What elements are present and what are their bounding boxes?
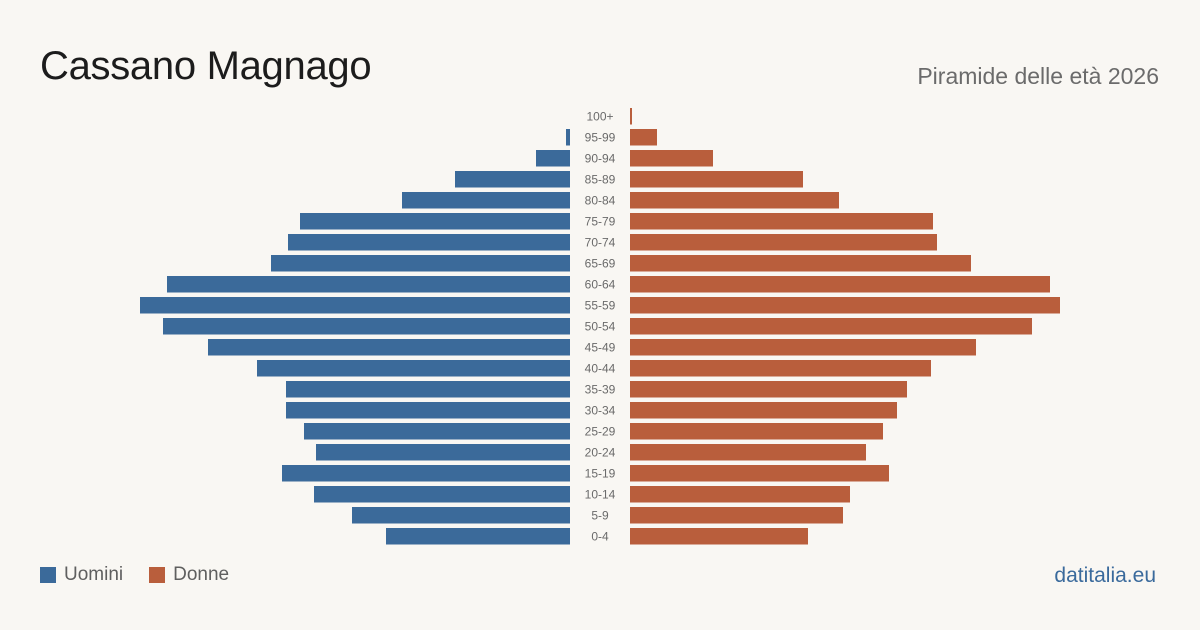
age-group-label: 100+ bbox=[586, 109, 613, 123]
women-bar bbox=[630, 213, 933, 230]
chart-subtitle: Piramide delle età 2026 bbox=[917, 63, 1159, 89]
women-bar bbox=[630, 381, 907, 398]
women-bar bbox=[630, 192, 839, 209]
men-bar bbox=[208, 339, 570, 356]
age-group-label: 80-84 bbox=[585, 193, 616, 207]
women-bar bbox=[630, 423, 883, 440]
age-group-label: 25-29 bbox=[585, 424, 616, 438]
men-bar bbox=[536, 150, 570, 167]
men-bar bbox=[271, 255, 570, 272]
women-bar bbox=[630, 528, 808, 545]
men-bar bbox=[282, 465, 570, 482]
age-group-label: 40-44 bbox=[585, 361, 616, 375]
men-swatch bbox=[40, 567, 56, 583]
age-group-label: 70-74 bbox=[585, 235, 616, 249]
women-bar bbox=[630, 507, 843, 524]
age-group-label: 30-34 bbox=[585, 403, 616, 417]
women-swatch bbox=[149, 567, 166, 583]
legend-item-women: Donne bbox=[149, 564, 229, 586]
men-bar bbox=[304, 423, 570, 440]
women-bar bbox=[630, 108, 632, 125]
women-bar bbox=[630, 486, 850, 503]
men-bar bbox=[286, 402, 570, 419]
age-group-label: 45-49 bbox=[585, 340, 616, 354]
legend-item-men: Uomini bbox=[40, 564, 123, 586]
men-bar bbox=[140, 297, 570, 314]
legend-women-label: Donne bbox=[173, 564, 230, 585]
age-group-label: 15-19 bbox=[585, 466, 616, 480]
age-group-label: 55-59 bbox=[585, 298, 616, 312]
brand-link[interactable]: datitalia.eu bbox=[1054, 564, 1156, 587]
men-bar bbox=[352, 507, 570, 524]
men-bar bbox=[316, 444, 570, 461]
age-group-label: 35-39 bbox=[585, 382, 616, 396]
age-group-label: 95-99 bbox=[585, 130, 616, 144]
women-bar bbox=[630, 444, 866, 461]
men-bar bbox=[167, 276, 570, 293]
women-bar bbox=[630, 171, 803, 188]
age-group-label: 0-4 bbox=[591, 529, 609, 543]
legend: Uomini Donne bbox=[40, 564, 255, 586]
women-bar bbox=[630, 465, 889, 482]
age-group-label: 65-69 bbox=[585, 256, 616, 270]
age-group-label: 20-24 bbox=[585, 445, 616, 459]
men-bar bbox=[386, 528, 570, 545]
women-bar bbox=[630, 234, 937, 251]
men-bar bbox=[286, 381, 570, 398]
men-bar bbox=[455, 171, 570, 188]
age-group-label: 10-14 bbox=[585, 487, 616, 501]
women-bar bbox=[630, 150, 713, 167]
women-bar bbox=[630, 276, 1050, 293]
men-bar bbox=[257, 360, 570, 377]
women-bar bbox=[630, 129, 657, 146]
men-bar bbox=[566, 129, 570, 146]
legend-men-label: Uomini bbox=[64, 564, 124, 585]
men-bar bbox=[300, 213, 570, 230]
women-bar bbox=[630, 318, 1032, 335]
women-bar bbox=[630, 339, 976, 356]
women-bar bbox=[630, 255, 971, 272]
age-group-label: 90-94 bbox=[585, 151, 616, 165]
age-group-label: 85-89 bbox=[585, 172, 616, 186]
women-bar bbox=[630, 402, 897, 419]
men-bar bbox=[314, 486, 570, 503]
age-group-label: 75-79 bbox=[585, 214, 616, 228]
men-bar bbox=[288, 234, 570, 251]
page-title: Cassano Magnago bbox=[40, 44, 372, 88]
men-bar bbox=[163, 318, 570, 335]
age-group-label: 50-54 bbox=[585, 319, 616, 333]
age-group-label: 5-9 bbox=[591, 508, 609, 522]
women-bar bbox=[630, 360, 931, 377]
women-bar bbox=[630, 297, 1060, 314]
age-group-label: 60-64 bbox=[585, 277, 616, 291]
men-bar bbox=[402, 192, 570, 209]
